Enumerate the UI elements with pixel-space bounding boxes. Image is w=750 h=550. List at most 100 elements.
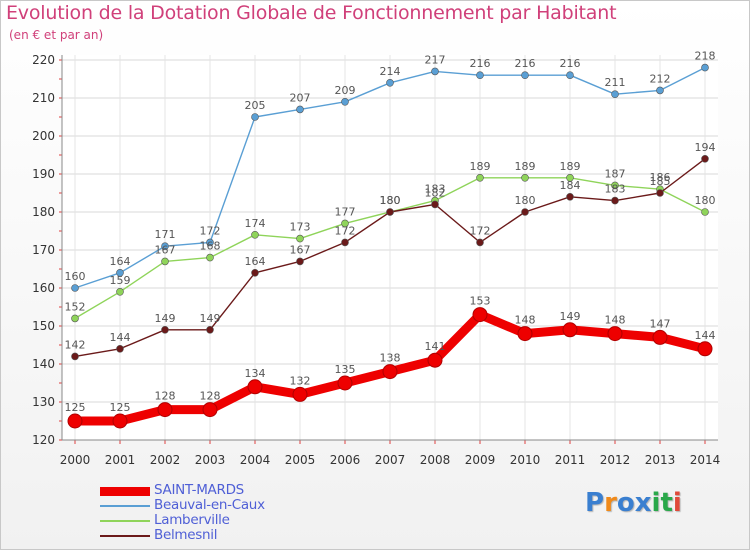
data-label: 144 [695, 329, 716, 342]
y-tick-label: 200 [32, 129, 55, 143]
data-point [517, 326, 533, 342]
y-tick-label: 130 [32, 395, 55, 409]
data-label: 174 [245, 217, 266, 230]
data-label: 148 [605, 314, 626, 327]
data-label: 211 [605, 76, 626, 89]
legend-swatch [100, 505, 150, 507]
data-point [71, 352, 79, 361]
data-label: 172 [470, 224, 491, 237]
data-point [292, 386, 308, 402]
data-point [472, 307, 488, 323]
data-point [607, 326, 623, 342]
logo-letter: t [660, 488, 673, 518]
data-label: 216 [470, 57, 491, 70]
y-tick-label: 190 [32, 167, 55, 181]
y-tick-label: 220 [32, 53, 55, 67]
data-label: 189 [470, 160, 491, 173]
data-point [161, 325, 169, 334]
x-tick-label: 2011 [555, 453, 586, 467]
data-point [157, 402, 173, 418]
y-tick-label: 150 [32, 319, 55, 333]
data-point [67, 413, 83, 429]
data-point [431, 67, 439, 76]
data-label: 186 [650, 171, 671, 184]
data-label: 149 [200, 312, 221, 325]
x-tick-label: 2012 [600, 453, 631, 467]
data-point [386, 79, 394, 87]
y-tick-label: 120 [32, 433, 55, 447]
data-point [611, 196, 619, 205]
data-point [251, 113, 259, 121]
x-tick-label: 2013 [645, 453, 676, 467]
data-label: 207 [290, 91, 311, 104]
x-tick-label: 2001 [105, 453, 136, 467]
data-point [337, 375, 353, 391]
data-label: 152 [65, 300, 86, 313]
data-point [247, 379, 263, 395]
proxiti-logo: Proxiti [585, 488, 682, 518]
logo-letter: i [672, 488, 682, 518]
data-point [116, 344, 124, 353]
data-label: 149 [560, 310, 581, 323]
x-tick-label: 2004 [240, 453, 271, 467]
legend-swatch [100, 520, 150, 522]
data-label: 194 [695, 141, 716, 154]
legend-swatch [100, 535, 150, 537]
data-label: 177 [335, 205, 356, 218]
data-label: 164 [110, 255, 131, 268]
chart-subtitle: (en € et par an) [9, 28, 104, 42]
data-label: 167 [155, 243, 176, 256]
data-point [116, 287, 124, 296]
data-point [206, 238, 214, 247]
data-point [296, 105, 304, 114]
legend-label: SAINT-MARDS [154, 482, 244, 498]
data-label: 135 [335, 363, 356, 376]
x-tick-label: 2002 [150, 453, 181, 467]
y-tick-label: 170 [32, 243, 55, 257]
y-tick-label: 160 [32, 281, 55, 295]
data-label: 159 [110, 274, 131, 287]
data-label: 180 [380, 194, 401, 207]
data-label: 132 [290, 374, 311, 387]
data-label: 153 [470, 295, 491, 308]
data-label: 212 [650, 72, 671, 85]
data-point [611, 181, 619, 190]
logo-letter: P [585, 488, 605, 518]
y-tick-label: 140 [32, 357, 55, 371]
data-label: 216 [515, 57, 536, 70]
x-tick-label: 2003 [195, 453, 226, 467]
data-label: 209 [335, 84, 356, 97]
data-label: 218 [695, 50, 716, 63]
chart-title: Evolution de la Dotation Globale de Fonc… [6, 2, 617, 24]
data-point [476, 71, 484, 79]
data-label: 183 [605, 183, 626, 196]
data-label: 173 [290, 221, 311, 234]
data-point [427, 352, 443, 368]
data-label: 125 [110, 401, 131, 414]
data-label: 180 [515, 194, 536, 207]
data-point [116, 268, 124, 277]
x-tick-label: 2009 [465, 453, 496, 467]
data-point [701, 155, 709, 163]
data-label: 144 [110, 331, 131, 344]
legend-label: Beauval-en-Caux [154, 497, 265, 513]
data-label: 128 [200, 390, 221, 403]
data-label: 142 [65, 338, 86, 351]
y-tick-label: 210 [32, 91, 55, 105]
data-point [476, 238, 484, 247]
data-point [251, 231, 259, 239]
x-tick-label: 2008 [420, 453, 451, 467]
legend-label: Lamberville [154, 512, 230, 528]
data-point [296, 234, 304, 243]
data-point [386, 208, 394, 216]
data-label: 160 [65, 270, 86, 283]
data-point [656, 189, 664, 197]
data-label: 125 [65, 401, 86, 414]
data-label: 149 [155, 312, 176, 325]
data-label: 134 [245, 367, 266, 380]
data-point [566, 193, 574, 201]
data-label: 147 [650, 317, 671, 330]
logo-letter: i [651, 488, 661, 518]
data-point [656, 86, 664, 95]
data-label: 189 [560, 160, 581, 173]
